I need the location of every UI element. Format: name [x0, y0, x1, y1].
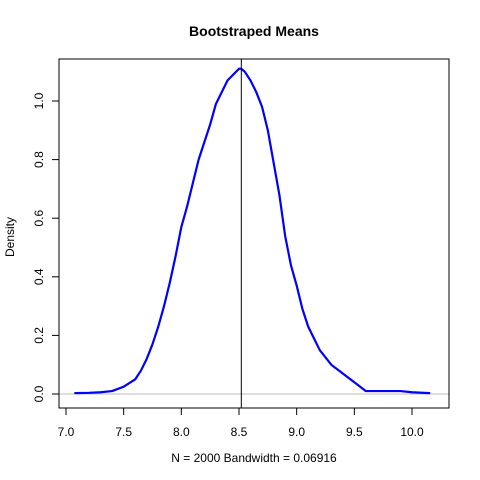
- plot-frame: [58, 58, 450, 409]
- y-tick-label: 0.2: [32, 327, 46, 344]
- y-tick-label: 0.6: [32, 210, 46, 227]
- x-tick-label: 9.5: [346, 425, 363, 439]
- x-tick-label: 9.0: [288, 425, 305, 439]
- y-tick-label: 1.0: [32, 92, 46, 109]
- density-curve-0: [74, 67, 431, 395]
- y-axis-label: Density: [3, 217, 17, 257]
- x-axis-label: N = 2000 Bandwidth = 0.06916: [171, 451, 337, 465]
- x-tick-label: 8.5: [231, 425, 248, 439]
- y-tick-label: 0.4: [32, 268, 46, 285]
- y-tick-label: 0.0: [32, 385, 46, 402]
- x-tick-label: 8.0: [173, 425, 190, 439]
- y-tick-label: 0.8: [32, 151, 46, 168]
- x-tick-label: 10.0: [400, 425, 424, 439]
- plot-area: 7.0 7.5 8.0 8.5 9.0 9.5 10.0 0.0 0.2 0.4 0.6 0.8 1.0: [32, 58, 450, 439]
- x-tick-label: 7.0: [58, 425, 75, 439]
- chart-title: Bootstraped Means: [189, 23, 319, 39]
- x-tick-label: 7.5: [115, 425, 132, 439]
